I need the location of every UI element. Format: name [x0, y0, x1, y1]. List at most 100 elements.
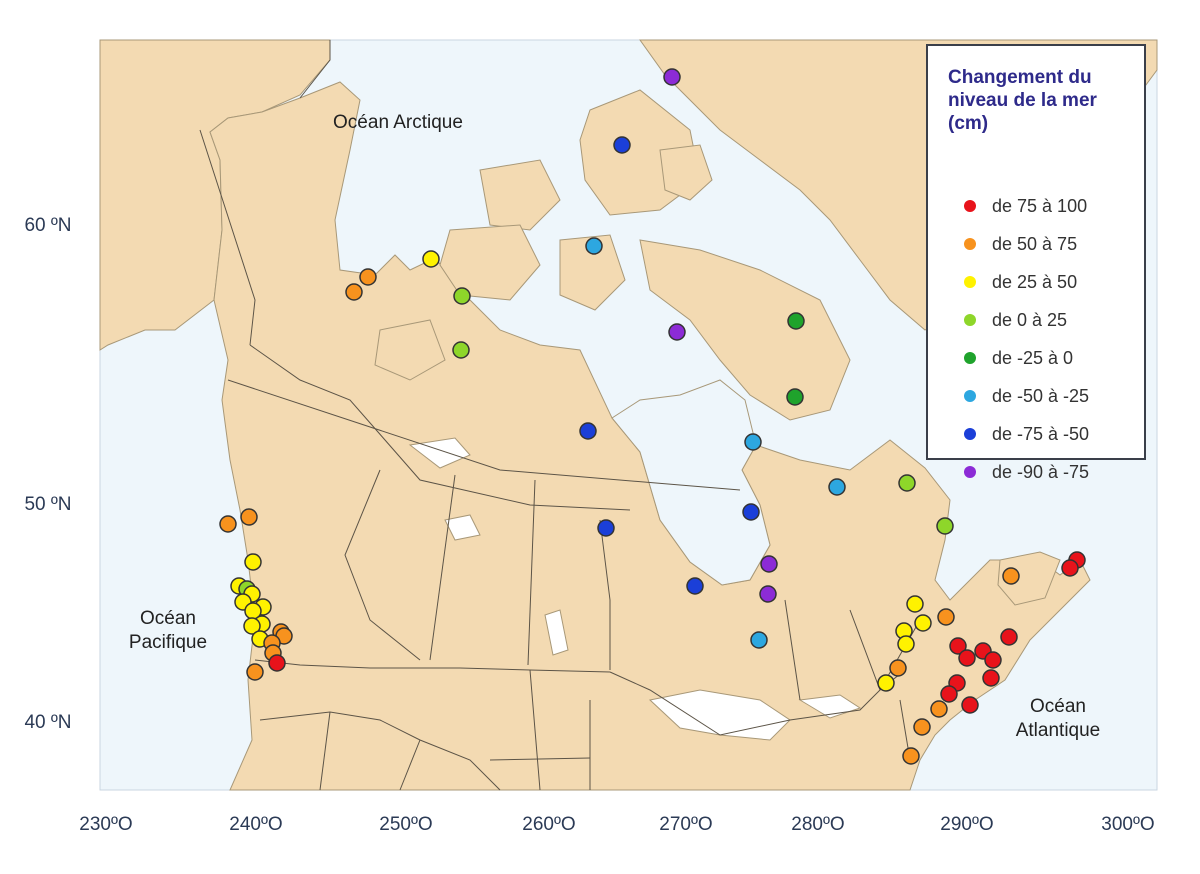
legend-item: de 0 à 25: [964, 308, 1067, 332]
x-tick-label-260o: 260ºO: [522, 814, 575, 835]
legend-item: de -75 à -50: [964, 422, 1089, 446]
y-tick-label-50n: 50 ºN: [24, 494, 71, 515]
station-marker: [359, 268, 377, 286]
x-tick-label-270o: 270ºO: [659, 814, 712, 835]
station-marker: [949, 637, 967, 655]
legend-label: de 0 à 25: [992, 309, 1068, 330]
station-marker: [663, 68, 681, 86]
newfoundland: [997, 551, 1061, 606]
station-marker: [877, 674, 895, 692]
legend-label: de 50 à 75: [992, 233, 1078, 254]
station-marker: [897, 635, 915, 653]
station-marker: [453, 287, 471, 305]
x-tick-label-250o: 250ºO: [379, 814, 432, 835]
us-state-border-4: [529, 669, 541, 791]
legend-swatch: [964, 428, 976, 440]
station-marker: [579, 422, 597, 440]
legend-title: Changement du niveau de la mer (cm): [948, 67, 1097, 134]
pacific-ocean-label-line1: Océan: [140, 608, 196, 629]
station-marker: [244, 553, 262, 571]
us-state-border-3: [399, 739, 421, 791]
station-marker: [787, 312, 805, 330]
arctic-island-2: [559, 234, 626, 311]
legend-item: de 75 à 100: [964, 194, 1087, 218]
station-marker: [268, 654, 286, 672]
legend-item: de -90 à -75: [964, 460, 1089, 484]
x-tick-label-290o: 290ºO: [940, 814, 993, 835]
great-slave-lake: [444, 514, 481, 541]
sask-manitoba-border: [527, 479, 536, 666]
station-marker: [906, 595, 924, 613]
arctic-island-3: [374, 319, 446, 381]
legend-swatch: [964, 314, 976, 326]
station-marker: [828, 478, 846, 496]
station-marker: [750, 631, 768, 649]
station-marker: [984, 651, 1002, 669]
station-marker: [913, 718, 931, 736]
station-marker: [759, 585, 777, 603]
station-markers: [219, 68, 1086, 765]
station-marker: [742, 503, 760, 521]
legend-item: de 25 à 50: [964, 270, 1077, 294]
y-tick-label-60n: 60 ºN: [24, 215, 71, 236]
x-tick-label-240o: 240ºO: [229, 814, 282, 835]
station-marker: [686, 577, 704, 595]
x-tick-label-230o: 230ºO: [79, 814, 132, 835]
baffin-island: [639, 239, 851, 421]
canada-usa-border: [254, 659, 611, 673]
legend-swatch: [964, 238, 976, 250]
station-marker: [1061, 559, 1079, 577]
legend-label: de -75 à -50: [992, 423, 1090, 444]
sixty-parallel: [227, 379, 741, 491]
arctic-ocean-label: Océan Arctique: [333, 112, 463, 133]
station-marker: [982, 669, 1000, 687]
station-marker: [597, 519, 615, 537]
bc-alberta-border: [344, 469, 421, 661]
legend-swatch: [964, 390, 976, 402]
ontario-quebec-border: [784, 599, 801, 701]
station-marker: [1000, 628, 1018, 646]
station-marker: [940, 685, 958, 703]
arctic-island-4: [659, 144, 713, 201]
atlantic-ocean-label-line2: Atlantique: [1016, 720, 1101, 741]
station-marker: [243, 617, 261, 635]
legend-item: de -50 à -25: [964, 384, 1089, 408]
manitoba-ontario-border: [599, 519, 611, 670]
arctic-island-1: [479, 159, 561, 231]
us-state-border-2: [319, 711, 331, 791]
alberta-sask-border: [429, 474, 456, 661]
borders: [199, 40, 921, 791]
station-marker: [422, 250, 440, 268]
station-marker: [668, 323, 686, 341]
legend-swatch: [964, 352, 976, 364]
legend-label: de 75 à 100: [992, 195, 1088, 216]
legend-swatch: [964, 276, 976, 288]
victoria-island: [439, 224, 541, 301]
legend-label: de 25 à 50: [992, 271, 1078, 292]
legend-swatch: [964, 200, 976, 212]
station-marker: [240, 508, 258, 526]
station-marker: [613, 136, 631, 154]
legend-item: de -25 à 0: [964, 346, 1073, 370]
station-marker: [246, 663, 264, 681]
us-state-border-1: [259, 711, 501, 791]
legend-label: de -90 à -75: [992, 461, 1090, 482]
station-marker: [889, 659, 907, 677]
legend-label: de -50 à -25: [992, 385, 1090, 406]
station-marker: [219, 515, 237, 533]
station-marker: [937, 608, 955, 626]
y-tick-label-40n: 40 ºN: [24, 712, 71, 733]
nwt-nunavut-border: [249, 344, 631, 511]
station-marker: [760, 555, 778, 573]
station-marker: [585, 237, 603, 255]
x-tick-label-280o: 280ºO: [791, 814, 844, 835]
legend-item: de 50 à 75: [964, 232, 1077, 256]
station-marker: [958, 649, 976, 667]
legend-label: de -25 à 0: [992, 347, 1074, 368]
station-marker: [1002, 567, 1020, 585]
yukon-border: [199, 129, 256, 346]
legend-swatch: [964, 466, 976, 478]
station-marker: [744, 433, 762, 451]
station-marker: [930, 700, 948, 718]
station-marker: [914, 614, 932, 632]
